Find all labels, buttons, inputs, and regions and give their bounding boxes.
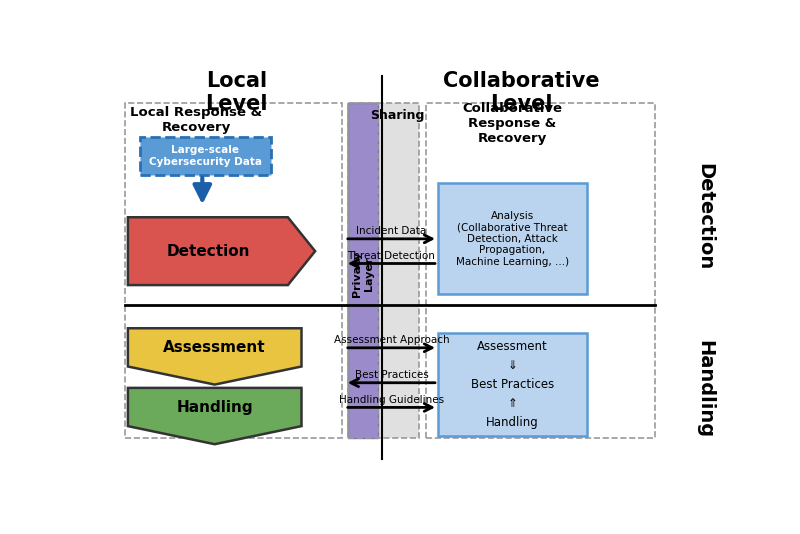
Bar [348,103,419,438]
Text: Handling: Handling [176,399,253,414]
Text: Sharing: Sharing [370,109,424,122]
Text: Handling: Handling [695,340,714,438]
Bar [438,333,586,436]
Polygon shape [128,328,302,384]
Text: Assessment: Assessment [163,340,266,355]
Bar [140,137,270,175]
Text: Assessment Approach: Assessment Approach [334,335,450,345]
Bar [438,183,586,294]
Polygon shape [128,388,302,444]
Text: Handling Guidelines: Handling Guidelines [339,395,444,405]
Bar [426,103,655,438]
Text: Incident Data: Incident Data [356,226,426,236]
Text: Assessment
⇓
Best Practices
⇑
Handling: Assessment ⇓ Best Practices ⇑ Handling [470,340,554,429]
Bar [348,103,378,438]
Text: Privacy
Layer: Privacy Layer [352,251,374,297]
Text: Detection: Detection [695,162,714,270]
Polygon shape [128,217,315,285]
Bar [348,103,419,438]
Bar [348,103,378,438]
Text: Collaborative
Level: Collaborative Level [443,71,600,114]
Text: Collaborative
Response &
Recovery: Collaborative Response & Recovery [462,102,562,145]
Text: Large-scale
Cybersecurity Data: Large-scale Cybersecurity Data [149,145,262,167]
Text: Local Response &
Recovery: Local Response & Recovery [130,106,262,134]
Text: Detection: Detection [166,244,250,258]
Bar [125,103,342,438]
Text: Local
Level: Local Level [205,71,268,114]
Text: Best Practices: Best Practices [354,370,428,380]
Text: Threat Detection: Threat Detection [347,250,435,261]
Text: Analysis
(Collaborative Threat
Detection, Attack
Propagation,
Machine Learning, : Analysis (Collaborative Threat Detection… [456,210,569,267]
